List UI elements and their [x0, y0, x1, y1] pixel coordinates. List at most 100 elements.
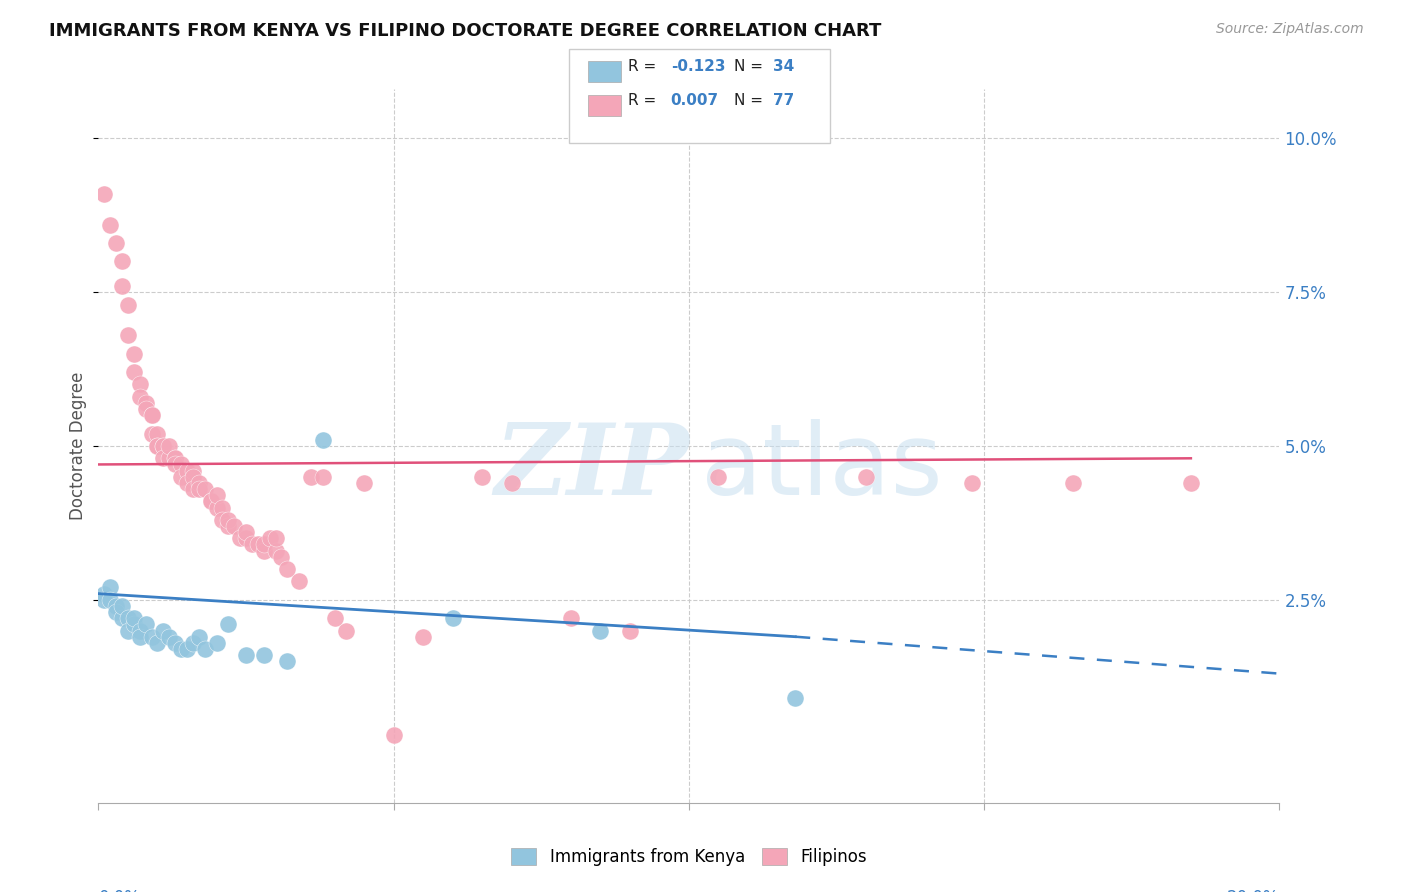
Point: [312, 433, 335, 447]
Point: [141, 426, 163, 441]
Point: [122, 347, 145, 361]
Point: [157, 451, 180, 466]
Point: [146, 636, 169, 650]
Point: [141, 630, 163, 644]
Point: [229, 531, 252, 545]
Point: [441, 611, 464, 625]
Point: [235, 648, 257, 662]
Point: [181, 636, 204, 650]
Point: [111, 254, 134, 268]
Point: [312, 469, 335, 483]
Point: [264, 543, 287, 558]
Point: [98, 581, 121, 595]
Point: [253, 648, 276, 662]
Point: [224, 519, 246, 533]
Text: N =: N =: [734, 60, 768, 74]
Point: [240, 537, 263, 551]
Point: [235, 531, 257, 545]
Point: [412, 630, 434, 644]
Point: [152, 439, 174, 453]
Point: [105, 605, 128, 619]
Point: [111, 599, 134, 613]
Text: R =: R =: [628, 60, 662, 74]
Point: [382, 728, 405, 742]
Text: N =: N =: [734, 94, 768, 108]
Text: 0.0%: 0.0%: [98, 889, 141, 892]
Point: [157, 439, 180, 453]
Point: [501, 475, 523, 490]
Point: [205, 500, 228, 515]
Point: [187, 630, 209, 644]
Point: [200, 494, 222, 508]
Point: [1062, 475, 1084, 490]
Point: [146, 439, 169, 453]
Y-axis label: Doctorate Degree: Doctorate Degree: [69, 372, 87, 520]
Point: [264, 531, 287, 545]
Point: [211, 513, 233, 527]
Point: [176, 464, 198, 478]
Text: atlas: atlas: [700, 419, 942, 516]
Point: [299, 469, 322, 483]
Text: 20.0%: 20.0%: [1227, 889, 1279, 892]
Point: [117, 624, 139, 638]
Point: [98, 218, 121, 232]
Point: [170, 458, 193, 472]
Point: [135, 396, 157, 410]
Point: [217, 617, 239, 632]
Point: [111, 611, 134, 625]
Point: [128, 390, 150, 404]
Point: [217, 519, 239, 533]
Point: [93, 592, 115, 607]
Point: [152, 624, 174, 638]
Point: [111, 279, 134, 293]
Point: [560, 611, 582, 625]
Point: [181, 482, 204, 496]
Point: [170, 469, 193, 483]
Point: [135, 402, 157, 417]
Point: [205, 636, 228, 650]
Point: [253, 543, 276, 558]
Point: [122, 611, 145, 625]
Point: [200, 494, 222, 508]
Point: [93, 186, 115, 201]
Point: [962, 475, 984, 490]
Point: [165, 451, 187, 466]
Point: [152, 439, 174, 453]
Point: [181, 469, 204, 483]
Point: [146, 426, 169, 441]
Point: [471, 469, 494, 483]
Point: [105, 235, 128, 250]
Point: [98, 592, 121, 607]
Text: Source: ZipAtlas.com: Source: ZipAtlas.com: [1216, 22, 1364, 37]
Point: [128, 624, 150, 638]
Point: [211, 500, 233, 515]
Point: [589, 624, 612, 638]
Text: 0.007: 0.007: [671, 94, 718, 108]
Point: [128, 377, 150, 392]
Point: [157, 630, 180, 644]
Point: [135, 617, 157, 632]
Point: [181, 464, 204, 478]
Text: IMMIGRANTS FROM KENYA VS FILIPINO DOCTORATE DEGREE CORRELATION CHART: IMMIGRANTS FROM KENYA VS FILIPINO DOCTOR…: [49, 22, 882, 40]
Point: [619, 624, 641, 638]
Point: [194, 642, 217, 657]
Point: [165, 451, 187, 466]
Point: [276, 562, 298, 576]
Point: [122, 617, 145, 632]
Point: [323, 611, 346, 625]
Point: [176, 642, 198, 657]
Point: [785, 691, 807, 706]
Text: 77: 77: [773, 94, 794, 108]
Point: [128, 630, 150, 644]
Point: [194, 482, 217, 496]
Point: [335, 624, 357, 638]
Point: [165, 636, 187, 650]
Point: [152, 451, 174, 466]
Text: -0.123: -0.123: [671, 60, 725, 74]
Point: [353, 475, 375, 490]
Point: [235, 525, 257, 540]
Point: [187, 482, 209, 496]
Point: [165, 458, 187, 472]
Text: ZIP: ZIP: [494, 419, 689, 516]
Point: [288, 574, 311, 589]
